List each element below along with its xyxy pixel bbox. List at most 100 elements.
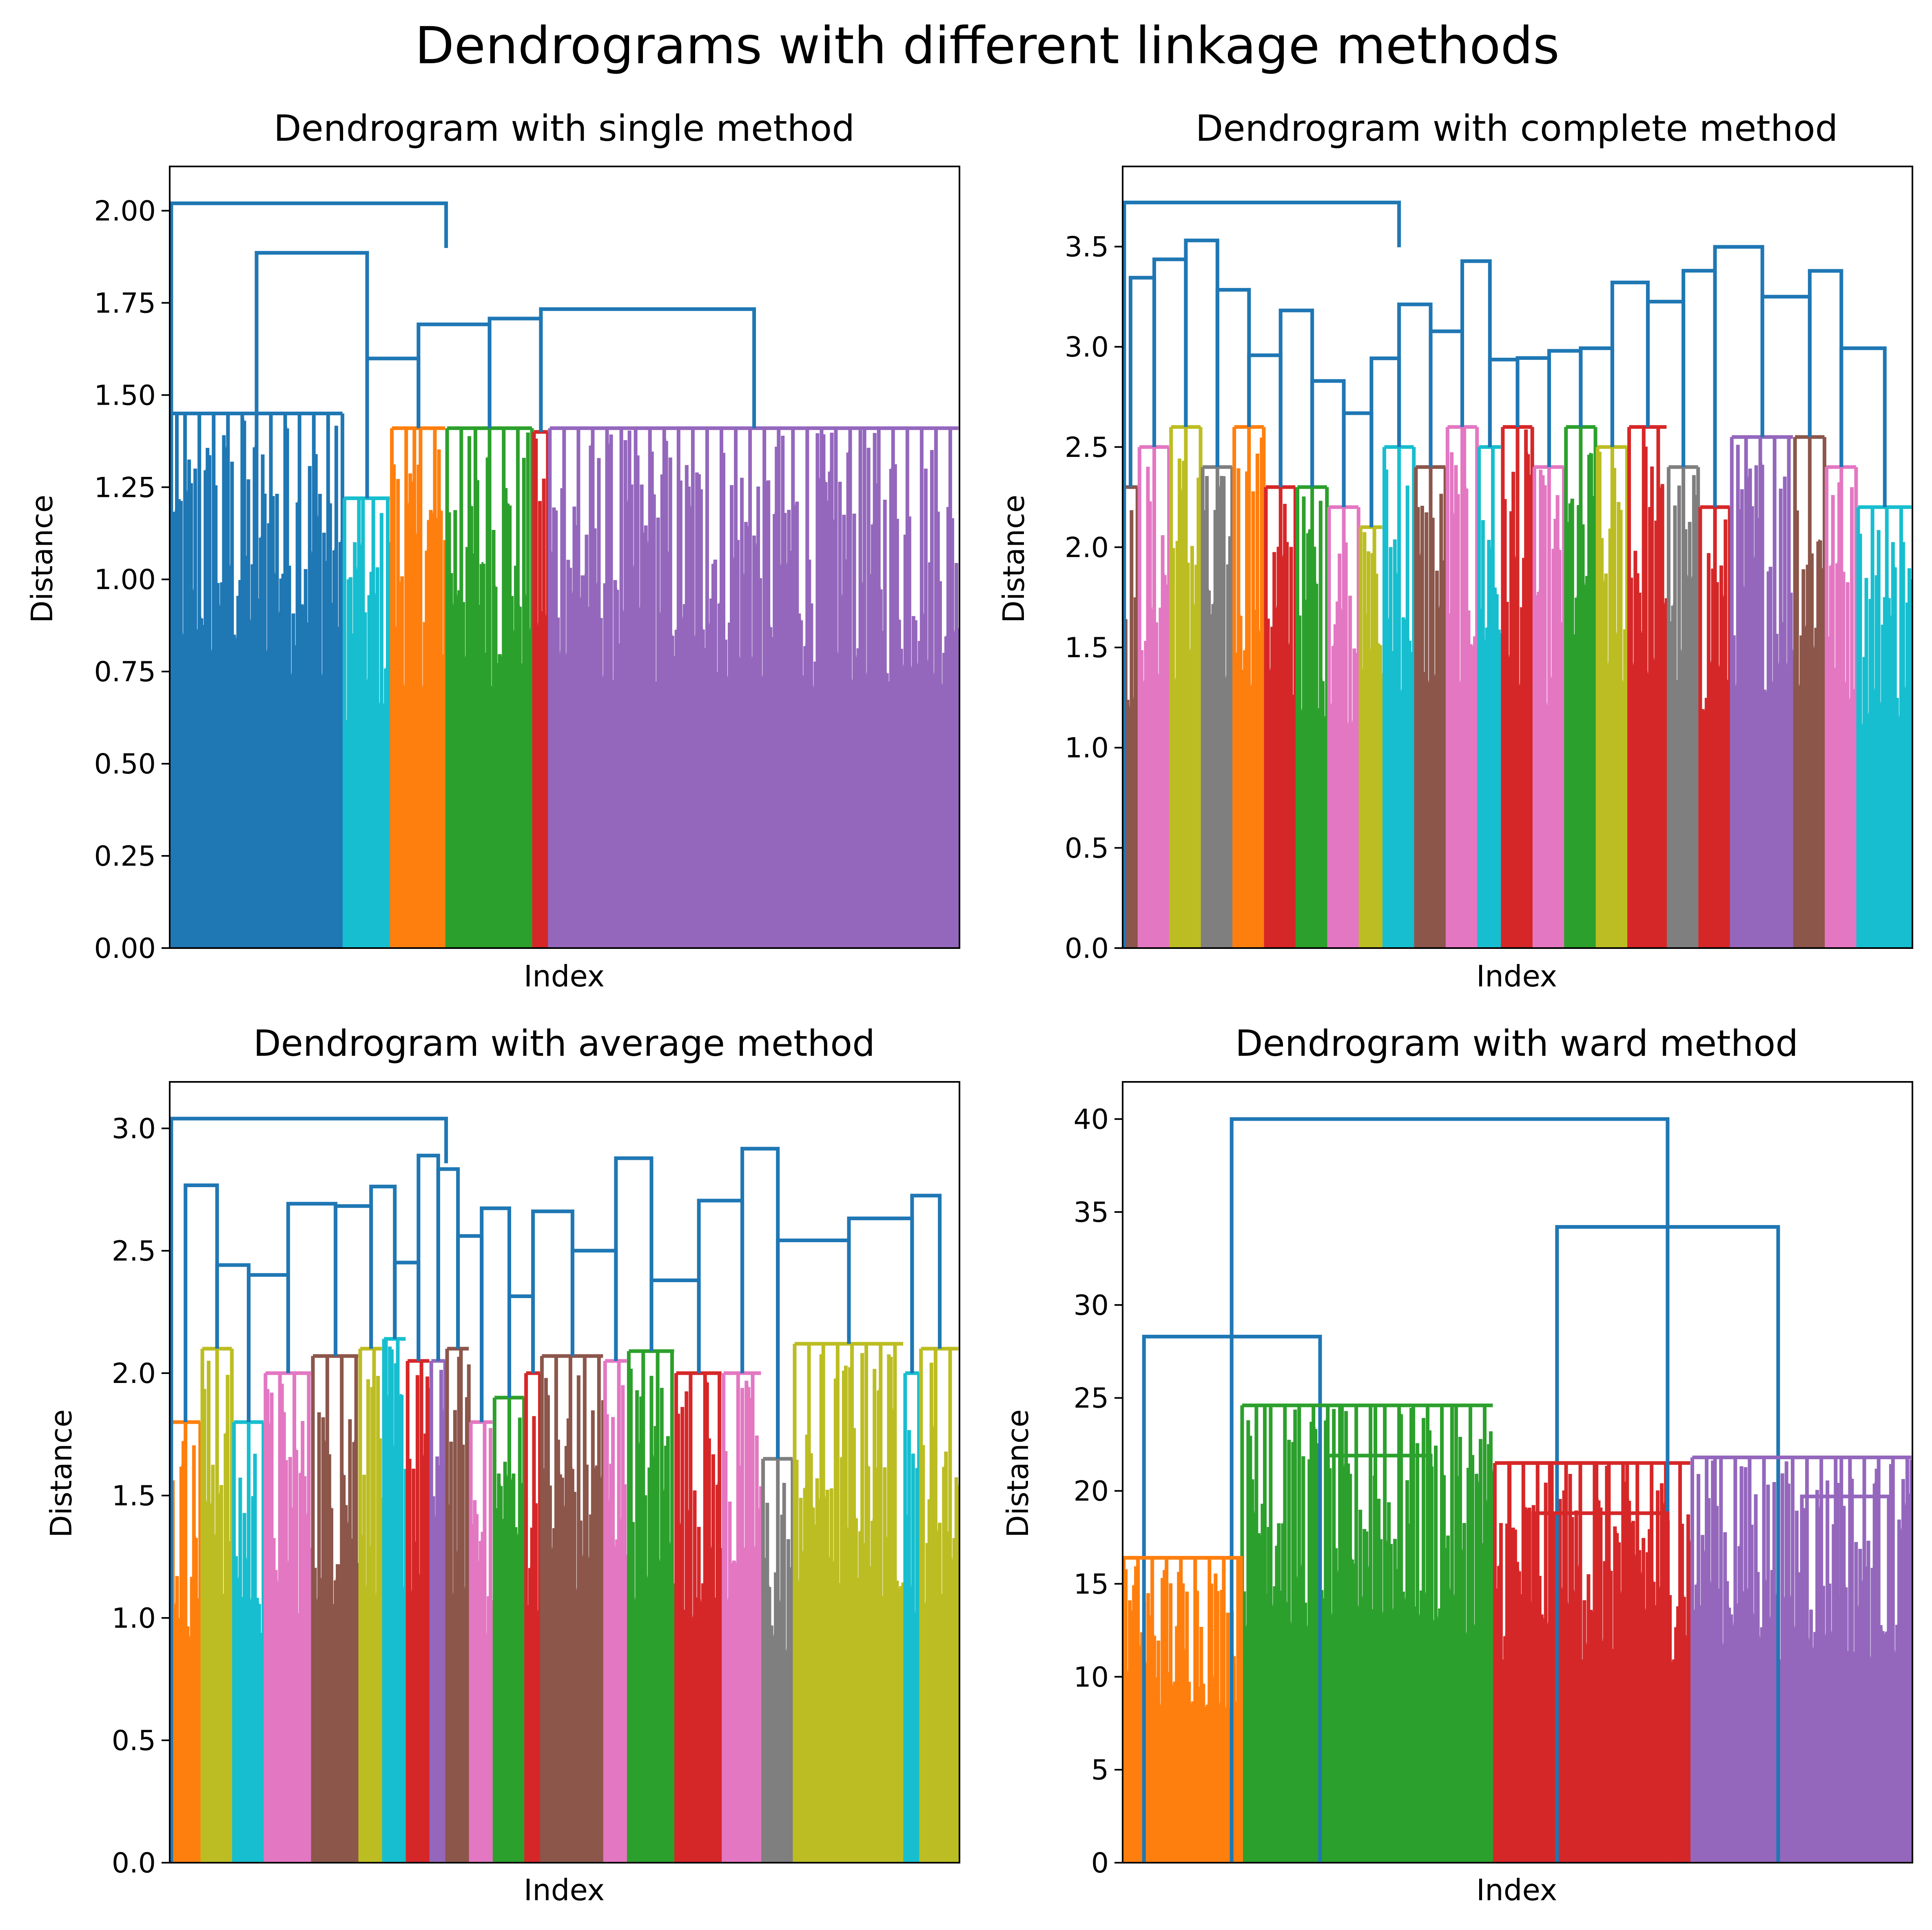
y-tick-label: 40 — [1073, 1103, 1109, 1136]
dendrogram-link — [1555, 1225, 1780, 1863]
y-axis-label: Distance — [44, 1409, 78, 1538]
y-axis-ticks: 0.0 0.5 1.0 1.5 2.0 2.5 3.0 — [112, 1113, 170, 1879]
dendrogram-link — [614, 1156, 654, 1361]
y-tick-label: 2.0 — [1065, 532, 1109, 564]
y-tick-label: 15 — [1073, 1568, 1109, 1600]
cluster-3 — [264, 1371, 313, 1863]
dendrogram-link — [1800, 1494, 1891, 1863]
cluster-6 — [382, 1337, 408, 1863]
y-tick-label: 25 — [1073, 1383, 1109, 1415]
x-axis-label: Index — [1476, 1873, 1557, 1907]
cluster-9 — [1382, 445, 1416, 948]
y-axis-ticks: 0 5 10 15 20 25 30 35 40 — [1073, 1103, 1123, 1879]
cluster-1 — [1137, 445, 1171, 948]
cluster-4 — [532, 430, 550, 948]
cluster-11 — [492, 1396, 526, 1863]
cluster-8 — [429, 1359, 447, 1863]
x-axis-label: Index — [524, 1873, 605, 1907]
cluster-4 — [311, 1354, 360, 1863]
axes-frame — [1122, 166, 1913, 949]
cluster-1 — [342, 496, 392, 948]
cluster-18 — [761, 1457, 795, 1863]
subplot-title: Dendrogram with average method — [253, 1022, 875, 1064]
cluster-16 — [1595, 445, 1629, 948]
plot-area — [1122, 1081, 1913, 1864]
cluster-0 — [170, 412, 344, 948]
dendrogram-link — [1230, 1117, 1670, 1863]
y-tick-label: 1.75 — [94, 287, 156, 319]
y-tick-label: 1.25 — [94, 472, 156, 504]
dendrogram-link — [170, 1117, 448, 1863]
y-tick-label: 30 — [1073, 1290, 1109, 1322]
cluster-19 — [1698, 505, 1732, 948]
subplot-ward: Dendrogram with ward method 0 5 10 15 20 25 30… — [1001, 1022, 1913, 1907]
dendrogram-link — [1326, 1454, 1433, 1863]
y-tick-label: 1.50 — [94, 379, 156, 412]
y-tick-label: 3.5 — [1065, 231, 1109, 264]
axes-frame — [169, 166, 960, 949]
subplot-title: Dendrogram with single method — [274, 107, 855, 149]
y-tick-label: 0.5 — [1065, 832, 1109, 864]
cluster-18 — [1666, 465, 1700, 948]
y-tick-label: 2.0 — [112, 1358, 156, 1390]
x-axis-label: Index — [1476, 959, 1557, 993]
cluster-20 — [1730, 435, 1795, 948]
cluster-15 — [627, 1349, 676, 1863]
cluster-21 — [1793, 435, 1826, 948]
cluster-7 — [405, 1359, 431, 1863]
cluster-8 — [1358, 525, 1384, 948]
cluster-3 — [445, 426, 534, 948]
cluster-21 — [919, 1347, 959, 1863]
cluster-12 — [1477, 445, 1503, 948]
y-axis-label: Distance — [25, 495, 59, 623]
dendrogram-link — [1123, 1556, 1243, 1863]
cluster-4 — [1232, 425, 1266, 948]
cluster-5 — [1264, 485, 1297, 948]
y-axis-label: Distance — [997, 495, 1031, 623]
y-tick-label: 0.75 — [94, 656, 156, 688]
dendrogram-link — [539, 307, 756, 432]
dendrogram-link — [170, 201, 448, 948]
cluster-22 — [1825, 465, 1858, 948]
y-tick-label: 1.5 — [1065, 632, 1109, 664]
cluster-1 — [200, 1347, 234, 1863]
y-tick-label: 0 — [1091, 1847, 1109, 1879]
cluster-13 — [540, 1354, 605, 1863]
dendrogram-link — [1263, 1403, 1378, 1863]
y-tick-label: 2.5 — [112, 1235, 156, 1267]
cluster-7 — [1327, 505, 1360, 948]
dendrogram-link — [1839, 346, 1887, 507]
upper-tree — [1123, 200, 1887, 948]
cluster-17 — [1627, 425, 1668, 948]
plot-area — [169, 166, 960, 949]
y-tick-label: 35 — [1073, 1197, 1109, 1229]
x-axis-label: Index — [524, 959, 605, 993]
y-tick-label: 0.0 — [112, 1847, 156, 1879]
cluster-14 — [603, 1359, 629, 1863]
dendrogram-link — [1508, 1461, 1599, 1863]
cluster-2 — [390, 426, 447, 948]
y-tick-label: 1.00 — [94, 564, 156, 596]
y-axis-ticks: 0.0 0.5 1.0 1.5 2.0 2.5 3.0 3.5 — [1065, 231, 1123, 965]
y-tick-label: 0.0 — [1065, 933, 1109, 965]
cluster-9 — [445, 1347, 471, 1863]
dendrogram-link — [1713, 1456, 1843, 1863]
y-tick-label: 0.25 — [94, 840, 156, 873]
y-tick-label: 3.0 — [1065, 331, 1109, 363]
subplot-title: Dendrogram with ward method — [1235, 1022, 1798, 1064]
subplot-average: Dendrogram with average method 0.0 0.5 1.0… — [44, 1022, 960, 1907]
cluster-2 — [1169, 425, 1203, 948]
cluster-12 — [524, 1371, 542, 1863]
cluster-15 — [1564, 425, 1597, 948]
y-tick-label: 2.00 — [94, 195, 156, 227]
dendrogram-link — [1123, 200, 1401, 948]
plot-area — [1122, 166, 1913, 949]
axes-frame — [169, 1081, 960, 1864]
cluster-11 — [1445, 425, 1479, 948]
y-tick-label: 1.5 — [112, 1480, 156, 1512]
cluster-19 — [793, 1342, 905, 1863]
cluster-10 — [469, 1420, 494, 1863]
cluster-13 — [1501, 425, 1534, 948]
y-tick-label: 0.50 — [94, 748, 156, 780]
